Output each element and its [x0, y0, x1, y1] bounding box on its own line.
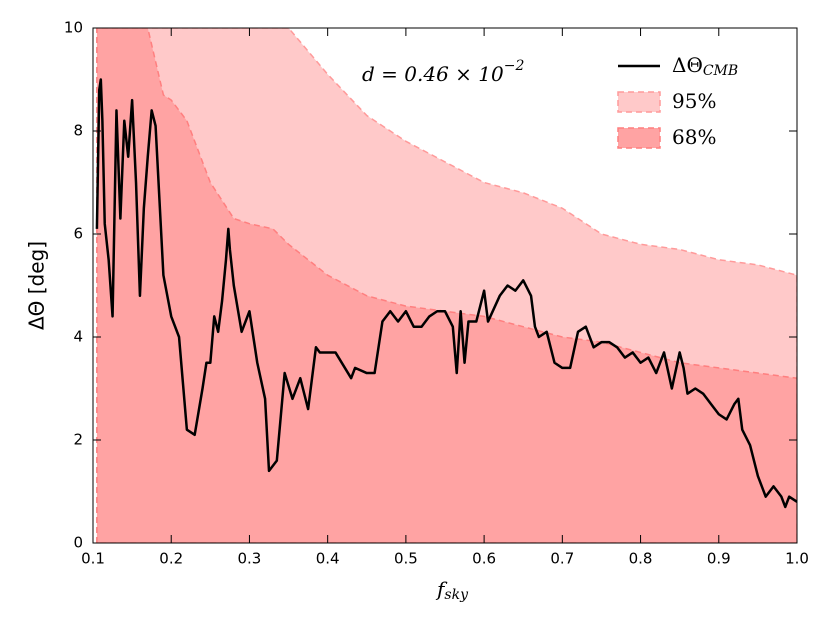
legend-label-main: 95%	[672, 89, 716, 113]
data-line	[95, 78, 797, 509]
x-axis-label: fsky	[435, 577, 469, 604]
x-tick-label: 0.4	[316, 550, 340, 568]
legend-label-main: ΔΘ	[672, 53, 703, 77]
legend-label-sub: CMB	[703, 63, 738, 79]
y-tick-label: 4	[73, 328, 83, 346]
x-tick-label: 0.9	[707, 550, 731, 568]
legend-label: ΔΘCMB	[672, 53, 738, 80]
x-tick-label: 1.0	[785, 550, 809, 568]
x-tick-label: 0.1	[81, 550, 105, 568]
annotation-main: d = 0.46 × 10	[362, 62, 504, 86]
x-tick-label: 0.8	[629, 550, 653, 568]
legend-patch	[617, 127, 661, 149]
annotation-sup: −2	[504, 58, 525, 74]
confidence-band	[96, 28, 797, 543]
x-tick-label: 0.3	[238, 550, 262, 568]
axes-frame	[92, 27, 798, 544]
x-axis-label-sub: sky	[444, 587, 469, 603]
axes: 0.1 0.2 0.3 0.4 0.5 0.6 0.7 0.8 0.9 1.0 0 2 4 6 8 10 ΔΘ …	[25, 19, 809, 604]
y-axis-label: ΔΘ [deg]	[25, 241, 49, 330]
x-tick-label: 0.6	[472, 550, 496, 568]
x-tick-label: 0.5	[394, 550, 418, 568]
x-tick-label: 0.2	[159, 550, 183, 568]
legend-label: 95%	[672, 89, 716, 113]
plot-area	[95, 28, 797, 543]
legend-label-main: 68%	[672, 125, 716, 149]
y-tick-label: 10	[64, 19, 83, 37]
annotation: d = 0.46 × 10−2	[362, 58, 524, 86]
x-tick-label: 0.7	[550, 550, 574, 568]
y-tick-label: 0	[73, 534, 83, 552]
y-tick-label: 2	[73, 431, 83, 449]
legend-label: 68%	[672, 125, 716, 149]
y-tick-label: 6	[73, 225, 83, 243]
y-tick-label: 8	[73, 122, 83, 140]
legend-patch	[617, 91, 661, 113]
